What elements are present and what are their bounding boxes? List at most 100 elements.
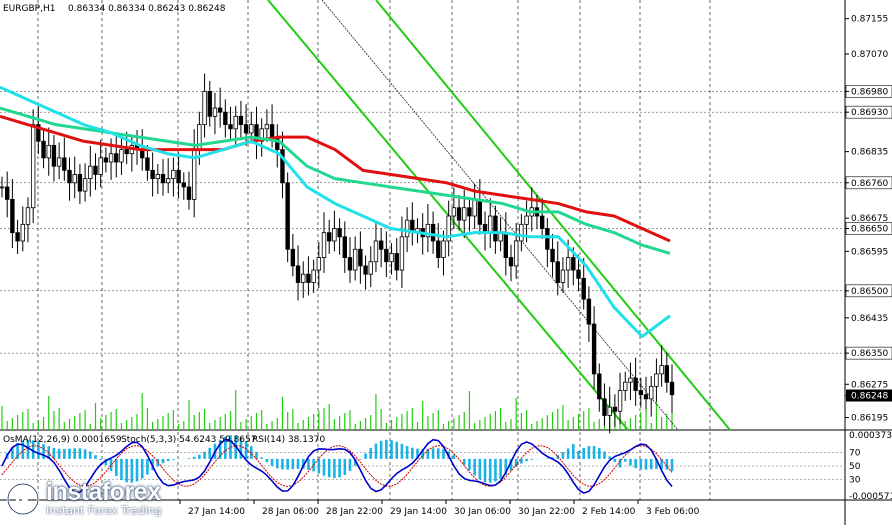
candle-body [145,157,150,171]
candle-body [77,174,83,192]
candle-body [513,240,519,267]
candle-body [591,323,597,375]
candle-body [617,390,623,412]
candle-body [285,182,290,250]
trend-channel[interactable] [267,0,731,431]
candle-body [633,377,638,391]
volume-bars [1,390,673,430]
candle-body [363,265,368,275]
candle-body [545,228,550,250]
candle-body [249,124,254,134]
price-tick-label: 0.86650 [851,225,888,235]
candle-body [565,257,571,271]
candle-body [399,236,405,271]
candle-body [114,153,119,163]
candle-body [108,153,114,163]
candle-body [425,223,431,238]
time-tick-label: 29 Jan 14:00 [390,507,447,517]
price-tick-label: 0.87070 [851,50,888,60]
time-tick-label: 28 Jan 22:00 [326,507,383,517]
price-tick-label: 0.86435 [851,314,888,324]
subwindow-scale-label: 0.0003736 [849,431,892,441]
candle-body [462,207,467,221]
candle-body [311,269,316,283]
candle-body [30,124,36,209]
candle-body [0,186,5,189]
candle-body [550,248,555,263]
candle-body [269,124,275,138]
candle-body [4,186,10,200]
stoch-signal-line [1,445,673,487]
channel-mid-line [321,0,679,431]
candle-body [160,174,166,184]
candle-body [654,373,659,387]
brand-name: instaforex [46,478,161,506]
candle-body [493,215,498,242]
candle-body [342,236,347,258]
candle-body [571,257,576,271]
candle-body [441,240,446,258]
candle-body [368,261,373,275]
candle-body [581,277,586,300]
candle-body [347,257,353,271]
candle-body [628,377,633,383]
candle-body [233,115,238,130]
candle-body [280,149,285,184]
candle-body [321,232,327,258]
candle-body [41,140,46,159]
subwindow-scale-label: 30 [849,476,861,486]
candle-body [124,149,129,155]
candle-body [649,385,654,400]
time-tick-label: 3 Feb 06:00 [646,507,700,517]
candle-body [15,232,20,242]
candle-body [467,207,472,217]
last-price-marker [846,389,892,402]
time-tick-label: 2 Feb 14:00 [582,507,636,517]
candle-body [93,165,98,175]
candle-body [20,223,25,242]
candle-body [259,128,264,142]
candle-body [430,223,436,242]
subwindow-scale-label: 70 [849,448,861,458]
candle-body [586,298,592,325]
candle-body [555,261,560,283]
candle-body [623,381,628,391]
candle-body [508,257,514,267]
candle-body [576,269,581,279]
price-tick-label: 0.86760 [851,179,888,189]
candle-body [384,248,389,263]
candle-body [46,145,51,159]
grid-lines [0,0,892,501]
candle-body [337,228,342,238]
candle-body [446,215,451,242]
candle-body [404,219,410,238]
candle-body [56,157,62,167]
subwindow-scale-label: 50 [849,462,861,472]
candle-body [155,174,161,180]
price-tick-label: 0.87155 [851,15,888,25]
candle-body [176,169,181,184]
candle-body [316,257,322,271]
candle-body [51,145,57,167]
candle-body [72,174,77,184]
candle-body [352,248,358,271]
price-tick-label: 0.86835 [851,148,888,158]
candle-body [238,115,244,126]
candle-body [524,215,529,225]
price-tick-label: 0.86595 [851,247,888,257]
brand-watermark: instaforex Instant Forex Trading [6,480,162,517]
candle-body [638,390,644,396]
brand-tagline: Instant Forex Trading [46,504,162,517]
candle-body [306,273,311,283]
candle-body [166,178,171,184]
candle-body [207,91,212,117]
time-axis: 27 Jan 14:00 28 Jan 06:00 28 Jan 22:00 29 J… [179,500,700,517]
candle-body [456,207,462,221]
candle-body [264,124,270,130]
candle-body [228,124,233,130]
channel-upper-line [375,0,731,431]
candle-body [394,253,399,271]
